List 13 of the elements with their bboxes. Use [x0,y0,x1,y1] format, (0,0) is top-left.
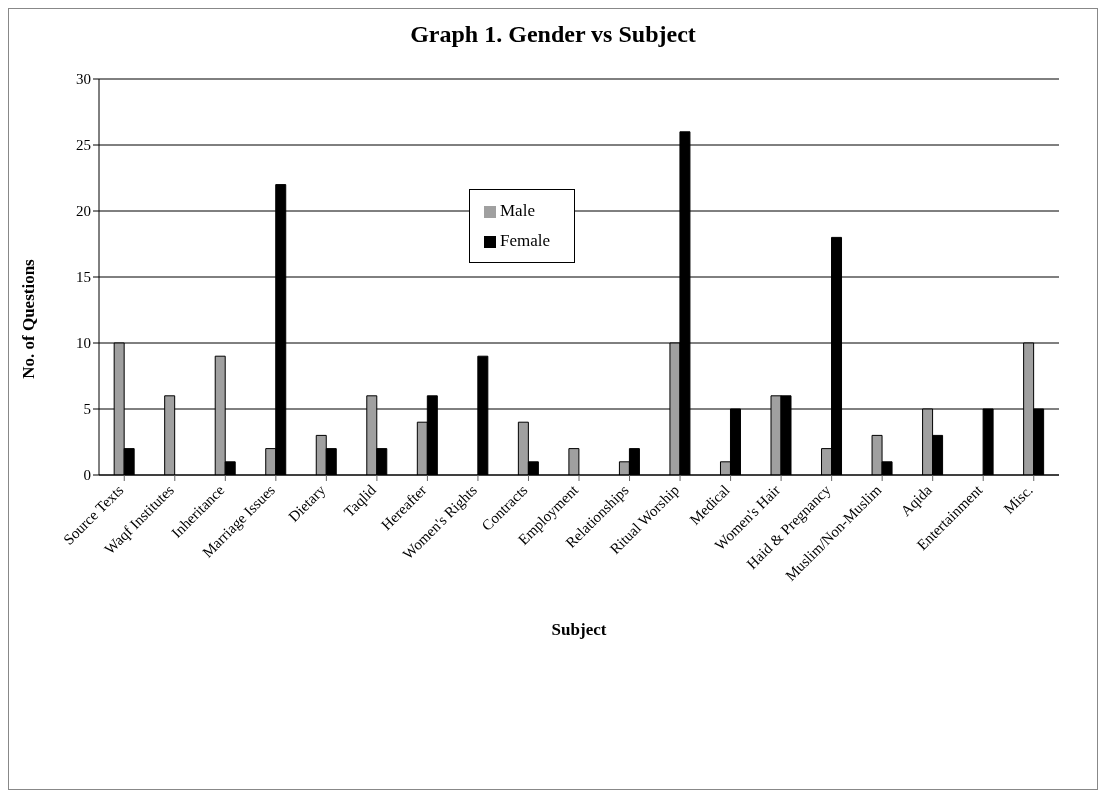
y-tick-label: 20 [76,203,91,220]
chart-title: Graph 1. Gender vs Subject [409,21,697,48]
legend-label: Male [500,201,535,220]
y-tick-label: 25 [76,137,91,154]
y-tick-label: 10 [76,335,91,352]
x-axis-title: Subject [551,620,607,639]
y-axis-title: No. of Questions [19,258,39,381]
y-tick-label: 5 [83,401,91,418]
y-tick-label: 15 [76,269,91,286]
y-tick-label: 30 [76,71,91,88]
x-tick-label: Misc. [1000,481,1036,517]
legend-label: Female [500,231,551,250]
y-tick-label: 0 [83,467,91,484]
